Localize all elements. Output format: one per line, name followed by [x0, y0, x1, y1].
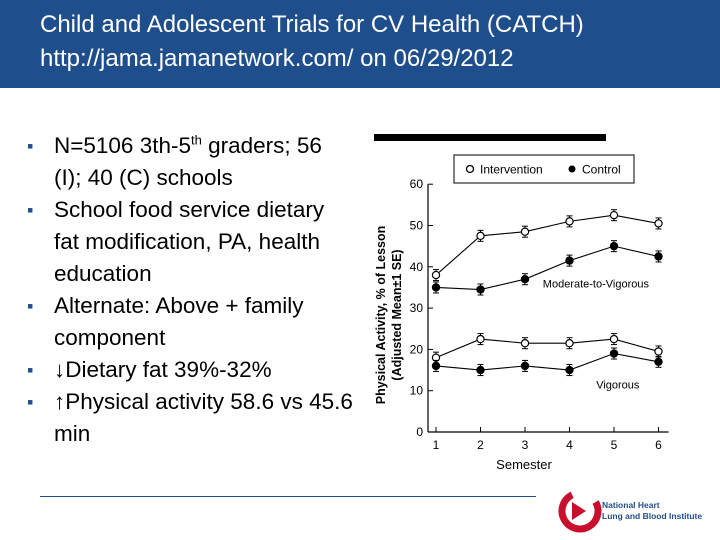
bullet-item: ↑Physical activity 58.6 vs 45.6 min — [24, 386, 354, 450]
x-tick-label: 4 — [566, 438, 573, 452]
data-point-control — [431, 283, 441, 292]
plot-area: 0 10 20 30 40 50 60 1 2 3 4 5 6 Moderate-to-Vigorous V… — [410, 177, 669, 452]
x-tick-label: 2 — [477, 438, 484, 452]
data-point-control — [654, 357, 663, 366]
series-line — [435, 352, 659, 371]
title-bar: Child and Adolescent Trials for CV Healt… — [0, 0, 720, 88]
data-point-control — [431, 361, 441, 371]
series-line — [435, 338, 659, 359]
bullet-text: School food service dietary fat modifica… — [54, 197, 325, 286]
slide-title: Child and Adolescent Trials for CV Healt… — [40, 11, 584, 38]
data-point-control — [609, 349, 619, 358]
series-group-annotation: Vigorous — [596, 380, 640, 392]
legend-label-control: Control — [582, 163, 621, 177]
bullet-item: N=5106 3th-5th graders; 56 (I); 40 (C) s… — [24, 130, 354, 194]
footer-rule — [40, 496, 536, 497]
y-tick-label: 50 — [410, 219, 424, 233]
bullet-list: N=5106 3th-5th graders; 56 (I); 40 (C) s… — [24, 130, 354, 450]
data-point-intervention — [520, 227, 530, 236]
series-group-annotation: Moderate-to-Vigorous — [543, 278, 650, 290]
data-point-control — [476, 285, 485, 294]
data-point-control — [609, 241, 619, 251]
data-point-control — [565, 365, 574, 375]
legend-marker-intervention — [465, 164, 475, 174]
series-line — [435, 245, 659, 291]
data-point-control — [654, 252, 663, 261]
series-line — [435, 214, 659, 276]
data-point-control — [565, 256, 574, 265]
chart-legend — [453, 154, 635, 184]
y-axis-label-secondary: (Adjusted Mean±1 SE) — [390, 249, 404, 380]
bullet-text: N=5106 3th-5 — [54, 133, 191, 158]
y-tick-label: 0 — [416, 425, 423, 439]
bullet-item: ↓Dietary fat 39%-32% — [24, 354, 354, 386]
nhlbi-logo — [558, 489, 602, 533]
slide-source-url: http://jama.jamanetwork.com/ on 06/29/20… — [40, 45, 514, 72]
x-tick-label: 6 — [655, 438, 662, 452]
physical-activity-chart: Intervention Control Physical Activity, … — [374, 134, 669, 472]
bullet-text: Alternate: Above + family component — [54, 293, 304, 350]
data-point-intervention — [654, 219, 663, 228]
chart-top-bar — [374, 134, 606, 141]
legend-marker-control — [568, 165, 576, 173]
y-axis-label: Physical Activity, % of Lesson — [374, 226, 388, 405]
data-point-control — [476, 365, 485, 375]
data-point-intervention — [431, 270, 441, 280]
x-tick-label: 3 — [522, 438, 529, 452]
bullet-item: Alternate: Above + family component — [24, 290, 354, 354]
bullet-text: ↓Dietary fat 39%-32% — [54, 357, 272, 382]
y-tick-label: 30 — [410, 301, 424, 315]
data-point-intervention — [609, 334, 619, 344]
y-tick-label: 20 — [410, 342, 424, 356]
data-point-control — [520, 361, 530, 371]
y-tick-label: 60 — [410, 177, 424, 191]
x-tick-label: 5 — [611, 438, 618, 452]
data-point-intervention — [565, 339, 574, 348]
x-tick-label: 1 — [433, 438, 440, 452]
data-point-intervention — [476, 231, 485, 241]
data-point-intervention — [476, 334, 485, 344]
data-point-control — [520, 274, 530, 284]
legend-label-intervention: Intervention — [480, 163, 543, 177]
data-point-intervention — [654, 347, 663, 356]
bullet-text: ↑Physical activity 58.6 vs 45.6 min — [54, 389, 353, 446]
bullet-item: School food service dietary fat modifica… — [24, 194, 354, 290]
logo-text-line1: National Heart — [602, 500, 660, 510]
x-axis-label: Semester — [496, 457, 552, 472]
y-tick-label: 10 — [410, 384, 424, 398]
nhlbi-logo-mark — [558, 489, 602, 533]
bullet-text-continued: graders; 56 (I); 40 (C) schools — [54, 133, 322, 190]
data-point-intervention — [565, 217, 574, 226]
bullet-superscript: th — [190, 132, 202, 148]
y-tick-label: 40 — [410, 260, 424, 274]
data-point-intervention — [520, 339, 530, 348]
logo-text-line2: Lung and Blood Institute — [602, 511, 703, 521]
data-point-intervention — [609, 210, 619, 220]
